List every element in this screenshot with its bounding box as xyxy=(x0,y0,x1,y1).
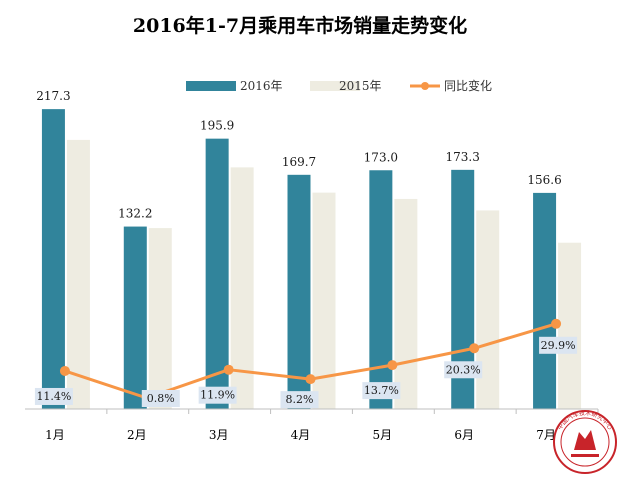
x-tick-label-3: 3月 xyxy=(209,428,229,442)
seal-inner-ring xyxy=(560,417,610,467)
x-tick-label-6: 6月 xyxy=(454,428,474,442)
bar-2016-3 xyxy=(205,138,229,409)
yoy-label-5: 13.7% xyxy=(364,384,399,397)
bar-2015-4 xyxy=(312,192,336,409)
watermark-seal: 中国汽车技术研究中心 xyxy=(553,409,617,474)
legend: 2016年 2015年 同比变化 xyxy=(186,78,492,93)
yoy-label-bg-3 xyxy=(198,386,237,404)
bar-label-2016-5: 173.0 xyxy=(364,150,398,164)
yoy-point-4 xyxy=(305,374,316,385)
seal-outer-ring xyxy=(553,410,617,474)
yoy-label-6: 20.3% xyxy=(446,363,481,376)
x-tick-label-5: 5月 xyxy=(373,428,393,442)
bar-label-2016-3: 195.9 xyxy=(200,119,234,133)
legend-label-yoy: 同比变化 xyxy=(444,78,492,93)
bar-2016-2 xyxy=(123,226,147,409)
bar-2016-7 xyxy=(533,192,557,409)
bar-label-2016-6: 173.3 xyxy=(446,150,480,164)
bar-2015-6 xyxy=(476,210,500,409)
bar-label-2016-7: 156.6 xyxy=(527,173,561,187)
seal-emblem xyxy=(571,430,599,457)
x-tick-label-1: 1月 xyxy=(45,428,65,442)
yoy-labels-group: 11.4% 0.8% 11.9% 8.2% 13.7% 20.3% 29.9% xyxy=(34,336,578,409)
legend-label-2015: 2015年 xyxy=(339,79,382,93)
bar-2016-4 xyxy=(287,174,311,409)
legend-label-2016: 2016年 xyxy=(240,79,283,93)
yoy-label-7: 29.9% xyxy=(541,339,576,352)
bar-2016-5 xyxy=(369,170,393,409)
yoy-label-bg-7 xyxy=(539,336,578,354)
bar-2015-3 xyxy=(230,167,254,409)
bar-2015-5 xyxy=(394,198,418,409)
yoy-point-6 xyxy=(469,343,480,354)
yoy-label-3: 11.9% xyxy=(200,389,235,402)
x-tick-label-7: 7月 xyxy=(536,428,556,442)
yoy-point-3 xyxy=(223,364,234,375)
x-tick-label-4: 4月 xyxy=(291,428,311,442)
yoy-label-bg-1 xyxy=(34,387,73,405)
bar-2015-2 xyxy=(148,228,172,409)
legend-swatch-2015 xyxy=(310,81,360,91)
yoy-label-4: 8.2% xyxy=(286,393,314,406)
bar-2016-1 xyxy=(41,109,65,409)
x-tick-labels: 1月 2月 3月 4月 5月 6月 7月 xyxy=(45,428,556,442)
yoy-point-1 xyxy=(59,365,70,376)
bar-labels-group: 217.3 132.2 195.9 169.7 173.0 173.3 156.6 xyxy=(36,89,562,220)
yoy-label-bg-4 xyxy=(280,391,319,409)
chart-title: 2016年1-7月乘用车市场销量走势变化 xyxy=(133,14,467,37)
yoy-label-bg-6 xyxy=(444,361,483,379)
bars-group xyxy=(41,109,582,409)
bar-2015-1 xyxy=(66,139,90,409)
yoy-label-bg-2 xyxy=(141,390,180,407)
bar-label-2016-2: 132.2 xyxy=(118,207,152,221)
legend-swatch-2016 xyxy=(186,81,236,91)
bar-label-2016-4: 169.7 xyxy=(282,155,316,169)
yoy-point-5 xyxy=(387,360,398,371)
x-tick-marks xyxy=(106,409,599,414)
legend-marker-yoy xyxy=(421,82,429,90)
yoy-point-7 xyxy=(551,318,562,329)
yoy-label-2: 0.8% xyxy=(147,392,175,405)
bar-label-2016-1: 217.3 xyxy=(36,89,70,103)
x-tick-label-2: 2月 xyxy=(127,428,147,442)
bar-2015-7 xyxy=(558,242,582,409)
yoy-label-bg-5 xyxy=(362,382,401,400)
yoy-label-1: 11.4% xyxy=(36,390,71,403)
